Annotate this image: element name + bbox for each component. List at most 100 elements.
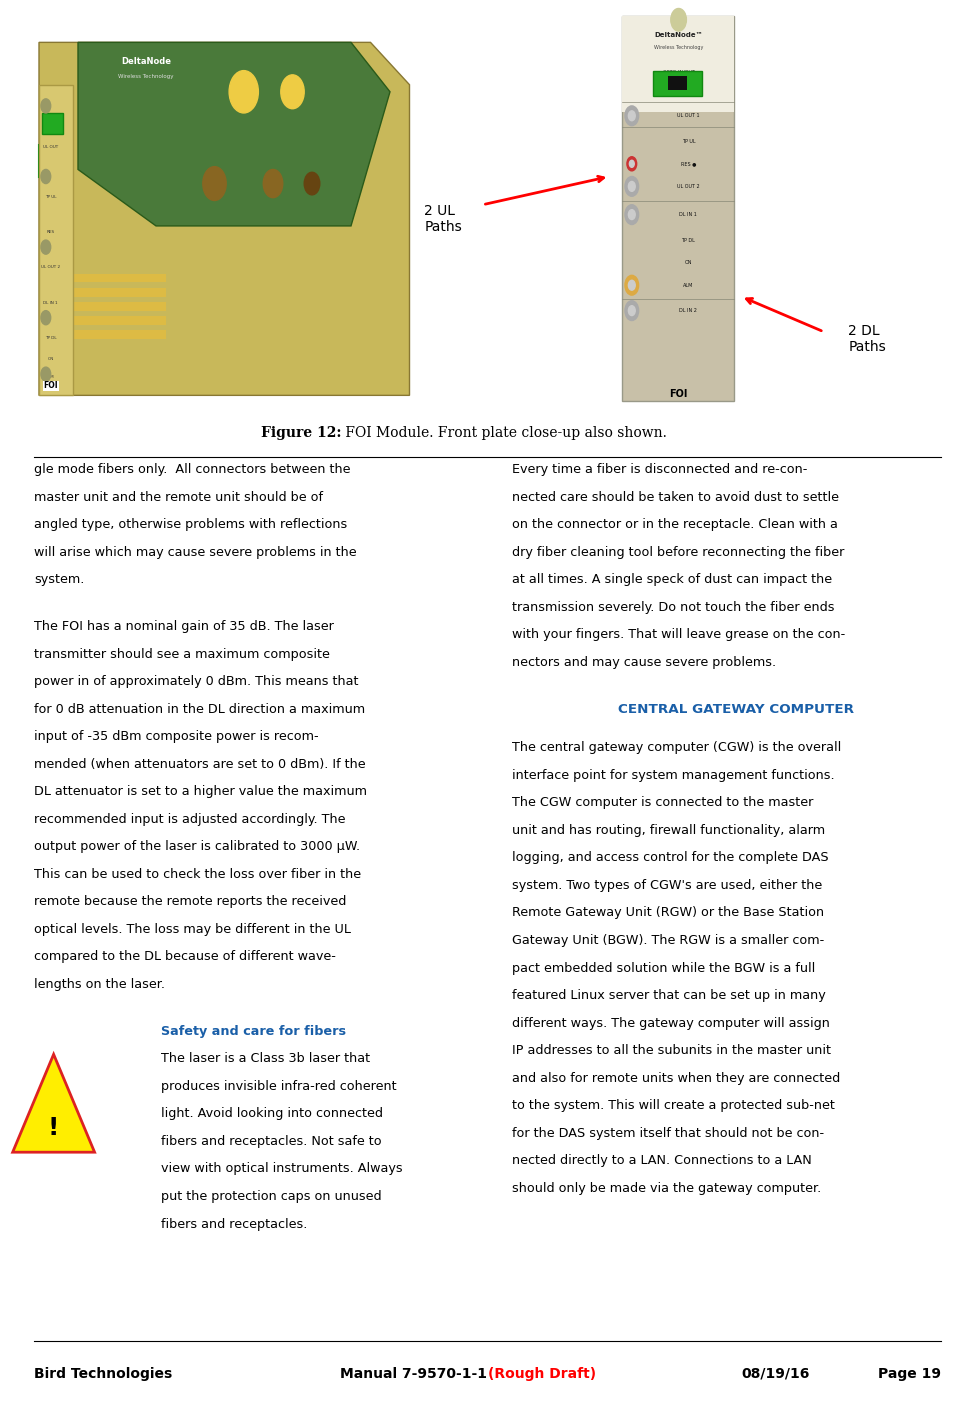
Text: master unit and the remote unit should be of: master unit and the remote unit should b… <box>34 490 323 504</box>
Text: and also for remote units when they are connected: and also for remote units when they are … <box>512 1072 840 1084</box>
Text: IP addresses to all the subunits in the master unit: IP addresses to all the subunits in the … <box>512 1043 831 1058</box>
Circle shape <box>625 205 639 225</box>
Text: should only be made via the gateway computer.: should only be made via the gateway comp… <box>512 1182 821 1195</box>
Text: UL OUT 2: UL OUT 2 <box>677 184 700 189</box>
Text: nected directly to a LAN. Connections to a LAN: nected directly to a LAN. Connections to… <box>512 1154 811 1168</box>
Text: transmitter should see a maximum composite: transmitter should see a maximum composi… <box>34 648 330 661</box>
Text: at all times. A single speck of dust can impact the: at all times. A single speck of dust can… <box>512 573 832 586</box>
Text: UL OUT: UL OUT <box>43 145 58 150</box>
Text: transmission severely. Do not touch the fiber ends: transmission severely. Do not touch the … <box>512 600 835 614</box>
Circle shape <box>229 71 258 113</box>
Circle shape <box>281 75 304 109</box>
Text: DL attenuator is set to a higher value the maximum: DL attenuator is set to a higher value t… <box>34 785 368 798</box>
Text: fibers and receptacles.: fibers and receptacles. <box>161 1217 307 1231</box>
Text: DL IN 2: DL IN 2 <box>680 308 697 313</box>
Text: lengths on the laser.: lengths on the laser. <box>34 979 165 991</box>
Circle shape <box>304 172 320 195</box>
Text: ON: ON <box>48 357 54 361</box>
Circle shape <box>629 280 636 291</box>
Text: This can be used to check the loss over fiber in the: This can be used to check the loss over … <box>34 868 362 881</box>
Circle shape <box>627 157 637 171</box>
Text: Wireless Technology: Wireless Technology <box>654 45 703 51</box>
Circle shape <box>263 169 283 198</box>
Text: angled type, otherwise problems with reflections: angled type, otherwise problems with ref… <box>34 518 347 531</box>
Text: TP DL: TP DL <box>682 237 695 243</box>
Bar <box>42 113 63 134</box>
Circle shape <box>41 367 51 381</box>
Circle shape <box>41 169 51 184</box>
Text: compared to the DL because of different wave-: compared to the DL because of different … <box>34 950 336 963</box>
Text: CENTRAL GATEWAY COMPUTER: CENTRAL GATEWAY COMPUTER <box>618 703 854 716</box>
Text: The central gateway computer (CGW) is the overall: The central gateway computer (CGW) is th… <box>512 741 841 754</box>
Circle shape <box>41 311 51 325</box>
Text: DL IN 1: DL IN 1 <box>680 212 697 217</box>
Text: nectors and may cause severe problems.: nectors and may cause severe problems. <box>512 655 776 669</box>
Circle shape <box>625 275 639 295</box>
Text: different ways. The gateway computer will assign: different ways. The gateway computer wil… <box>512 1017 830 1029</box>
Text: will arise which may cause severe problems in the: will arise which may cause severe proble… <box>34 545 357 559</box>
Circle shape <box>625 176 639 196</box>
Text: Safety and care for fibers: Safety and care for fibers <box>161 1025 346 1038</box>
Text: optical levels. The loss may be different in the UL: optical levels. The loss may be differen… <box>34 923 351 936</box>
Text: featured Linux server that can be set up in many: featured Linux server that can be set up… <box>512 988 826 1003</box>
Text: DeltaNode™: DeltaNode™ <box>654 31 703 38</box>
Text: mended (when attenuators are set to 0 dBm). If the: mended (when attenuators are set to 0 dB… <box>34 758 366 771</box>
Text: Bird Technologies: Bird Technologies <box>34 1367 173 1381</box>
Text: ALM: ALM <box>683 282 693 288</box>
Text: dry fiber cleaning tool before reconnecting the fiber: dry fiber cleaning tool before reconnect… <box>512 545 844 559</box>
Text: Figure 12:: Figure 12: <box>260 426 341 441</box>
Text: (Rough Draft): (Rough Draft) <box>488 1367 596 1381</box>
Text: for the DAS system itself that should not be con-: for the DAS system itself that should no… <box>512 1127 824 1139</box>
Text: Manual 7-9570-1-1: Manual 7-9570-1-1 <box>340 1367 488 1381</box>
Polygon shape <box>39 42 410 395</box>
Text: The laser is a Class 3b laser that: The laser is a Class 3b laser that <box>161 1052 370 1066</box>
Text: gle mode fibers only.  All connectors between the: gle mode fibers only. All connectors bet… <box>34 463 351 476</box>
Bar <box>49 302 166 311</box>
Text: fibers and receptacles. Not safe to: fibers and receptacles. Not safe to <box>161 1135 381 1148</box>
Text: nected care should be taken to avoid dust to settle: nected care should be taken to avoid dus… <box>512 490 838 504</box>
Text: TP DL: TP DL <box>45 336 57 340</box>
Text: Gateway Unit (BGW). The RGW is a smaller com-: Gateway Unit (BGW). The RGW is a smaller… <box>512 933 824 947</box>
Text: DeltaNode: DeltaNode <box>121 56 172 65</box>
Polygon shape <box>78 42 390 226</box>
Bar <box>622 16 734 112</box>
Text: view with optical instruments. Always: view with optical instruments. Always <box>161 1162 403 1176</box>
Text: system. Two types of CGW's are used, either the: system. Two types of CGW's are used, eit… <box>512 878 822 892</box>
Text: remote because the remote reports the received: remote because the remote reports the re… <box>34 895 346 908</box>
Bar <box>15 14 453 402</box>
Text: output power of the laser is calibrated to 3000 μW.: output power of the laser is calibrated … <box>34 840 360 853</box>
Text: put the protection caps on unused: put the protection caps on unused <box>161 1190 381 1203</box>
Text: TP UL: TP UL <box>45 195 57 199</box>
Text: OPTO IN/OUT: OPTO IN/OUT <box>663 69 694 75</box>
Text: DL IN 1: DL IN 1 <box>44 301 58 305</box>
Bar <box>49 330 166 339</box>
Text: !: ! <box>48 1115 59 1139</box>
Text: system.: system. <box>34 573 85 586</box>
Text: FOI: FOI <box>670 388 687 398</box>
Text: 2 UL
Paths: 2 UL Paths <box>424 203 462 234</box>
Text: recommended input is adjusted accordingly. The: recommended input is adjusted accordingl… <box>34 813 345 826</box>
Circle shape <box>629 209 636 219</box>
Text: TP UL: TP UL <box>682 138 695 144</box>
Circle shape <box>41 240 51 254</box>
Text: The CGW computer is connected to the master: The CGW computer is connected to the mas… <box>512 796 813 809</box>
Text: interface point for system management functions.: interface point for system management fu… <box>512 768 835 782</box>
Circle shape <box>630 160 635 168</box>
Circle shape <box>671 8 686 31</box>
Text: RES ●: RES ● <box>681 161 696 167</box>
Bar <box>49 288 166 297</box>
Text: light. Avoid looking into connected: light. Avoid looking into connected <box>161 1107 383 1121</box>
Text: on the connector or in the receptacle. Clean with a: on the connector or in the receptacle. C… <box>512 518 838 531</box>
Bar <box>49 316 166 325</box>
Bar <box>49 274 166 282</box>
Text: pact embedded solution while the BGW is a full: pact embedded solution while the BGW is … <box>512 962 815 974</box>
Circle shape <box>41 99 51 113</box>
Circle shape <box>625 301 639 321</box>
Text: Remote Gateway Unit (RGW) or the Base Station: Remote Gateway Unit (RGW) or the Base St… <box>512 907 824 919</box>
Text: 08/19/16: 08/19/16 <box>741 1367 809 1381</box>
Text: 2 DL
Paths: 2 DL Paths <box>848 323 886 354</box>
Text: UL OUT 1: UL OUT 1 <box>677 113 700 119</box>
Text: Page 19: Page 19 <box>878 1367 941 1381</box>
Circle shape <box>629 305 636 315</box>
Text: produces invisible infra-red coherent: produces invisible infra-red coherent <box>161 1080 397 1093</box>
